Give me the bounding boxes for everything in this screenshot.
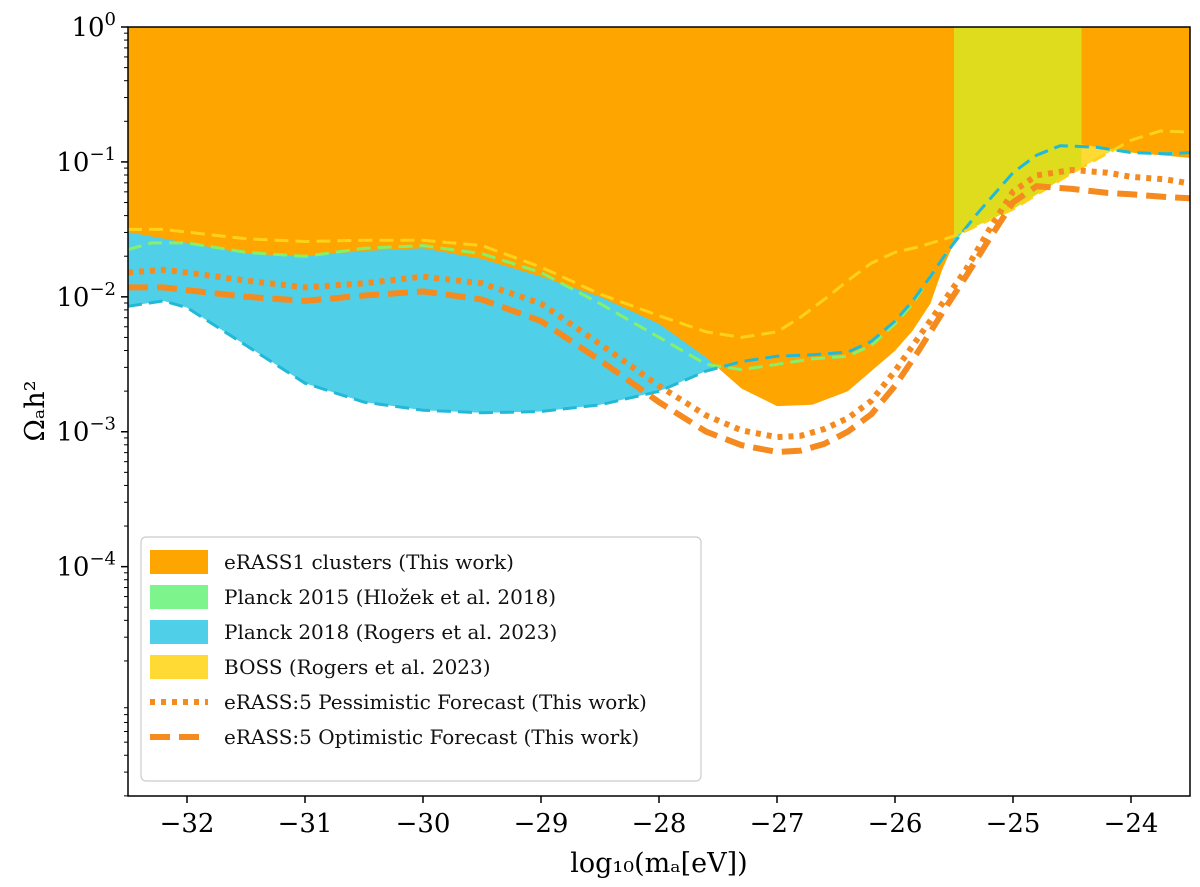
legend-label: Planck 2018 (Rogers et al. 2023): [224, 620, 557, 644]
legend-label: eRASS:5 Optimistic Forecast (This work): [224, 725, 639, 749]
y-tick-label: 10−1: [56, 144, 116, 178]
x-tick-label: −29: [514, 809, 569, 839]
x-tick-label: −32: [160, 809, 215, 839]
planck-2018-boundary-line: [128, 144, 1190, 415]
region-layer: [128, 27, 1190, 413]
legend-entry: Planck 2018 (Rogers et al. 2023): [150, 620, 557, 644]
legend-box: [140, 536, 702, 782]
x-tick-label: −26: [868, 809, 923, 839]
legend-entry: Planck 2015 (Hložek et al. 2018): [150, 585, 556, 609]
legend-entry: BOSS (Rogers et al. 2023): [150, 655, 491, 679]
region-boss-erass1-overlap: [954, 27, 1082, 237]
x-tick-label: −30: [396, 809, 451, 839]
y-tick-label: 100: [71, 9, 116, 43]
boss-boundary-line: [128, 129, 1190, 339]
legend-entry: eRASS:5 Optimistic Forecast (This work): [150, 725, 639, 749]
x-tick-label: −28: [632, 809, 687, 839]
legend-entry: eRASS:5 Pessimistic Forecast (This work): [150, 690, 647, 714]
curve-layer: [128, 129, 1190, 456]
x-tick-label: −27: [750, 809, 805, 839]
legend-swatch: [150, 585, 208, 609]
legend-swatch: [150, 620, 208, 644]
x-tick-label: −24: [1104, 809, 1159, 839]
legend-label: BOSS (Rogers et al. 2023): [224, 655, 491, 679]
legend-swatch: [150, 655, 208, 679]
optimistic-forecast-line: [128, 183, 1190, 456]
y-tick-label: 10−3: [56, 414, 116, 448]
legend: eRASS1 clusters (This work) Planck 2015 (…: [140, 536, 702, 782]
legend-label: eRASS:5 Pessimistic Forecast (This work): [224, 690, 647, 714]
legend-label: eRASS1 clusters (This work): [224, 550, 514, 574]
y-axis-ticks: 100 10−1 10−2 10−3 10−4: [56, 9, 128, 797]
y-tick-label: 10−4: [56, 549, 116, 583]
legend-label: Planck 2015 (Hložek et al. 2018): [224, 585, 556, 609]
pessimistic-forecast-line: [128, 166, 1190, 441]
x-axis-label: log₁₀(mₐ[eV]): [570, 848, 747, 879]
legend-entry: eRASS1 clusters (This work): [150, 550, 514, 574]
y-tick-label: 10−2: [56, 279, 116, 313]
x-tick-label: −25: [986, 809, 1041, 839]
legend-swatch: [150, 550, 208, 574]
region-erass1-clusters: [128, 27, 1190, 407]
x-tick-label: −31: [278, 809, 333, 839]
x-axis-ticks: −32 −31 −30 −29 −28 −27 −26 −25 −24: [160, 796, 1159, 839]
y-axis-label: Ωₐh²: [20, 380, 51, 441]
